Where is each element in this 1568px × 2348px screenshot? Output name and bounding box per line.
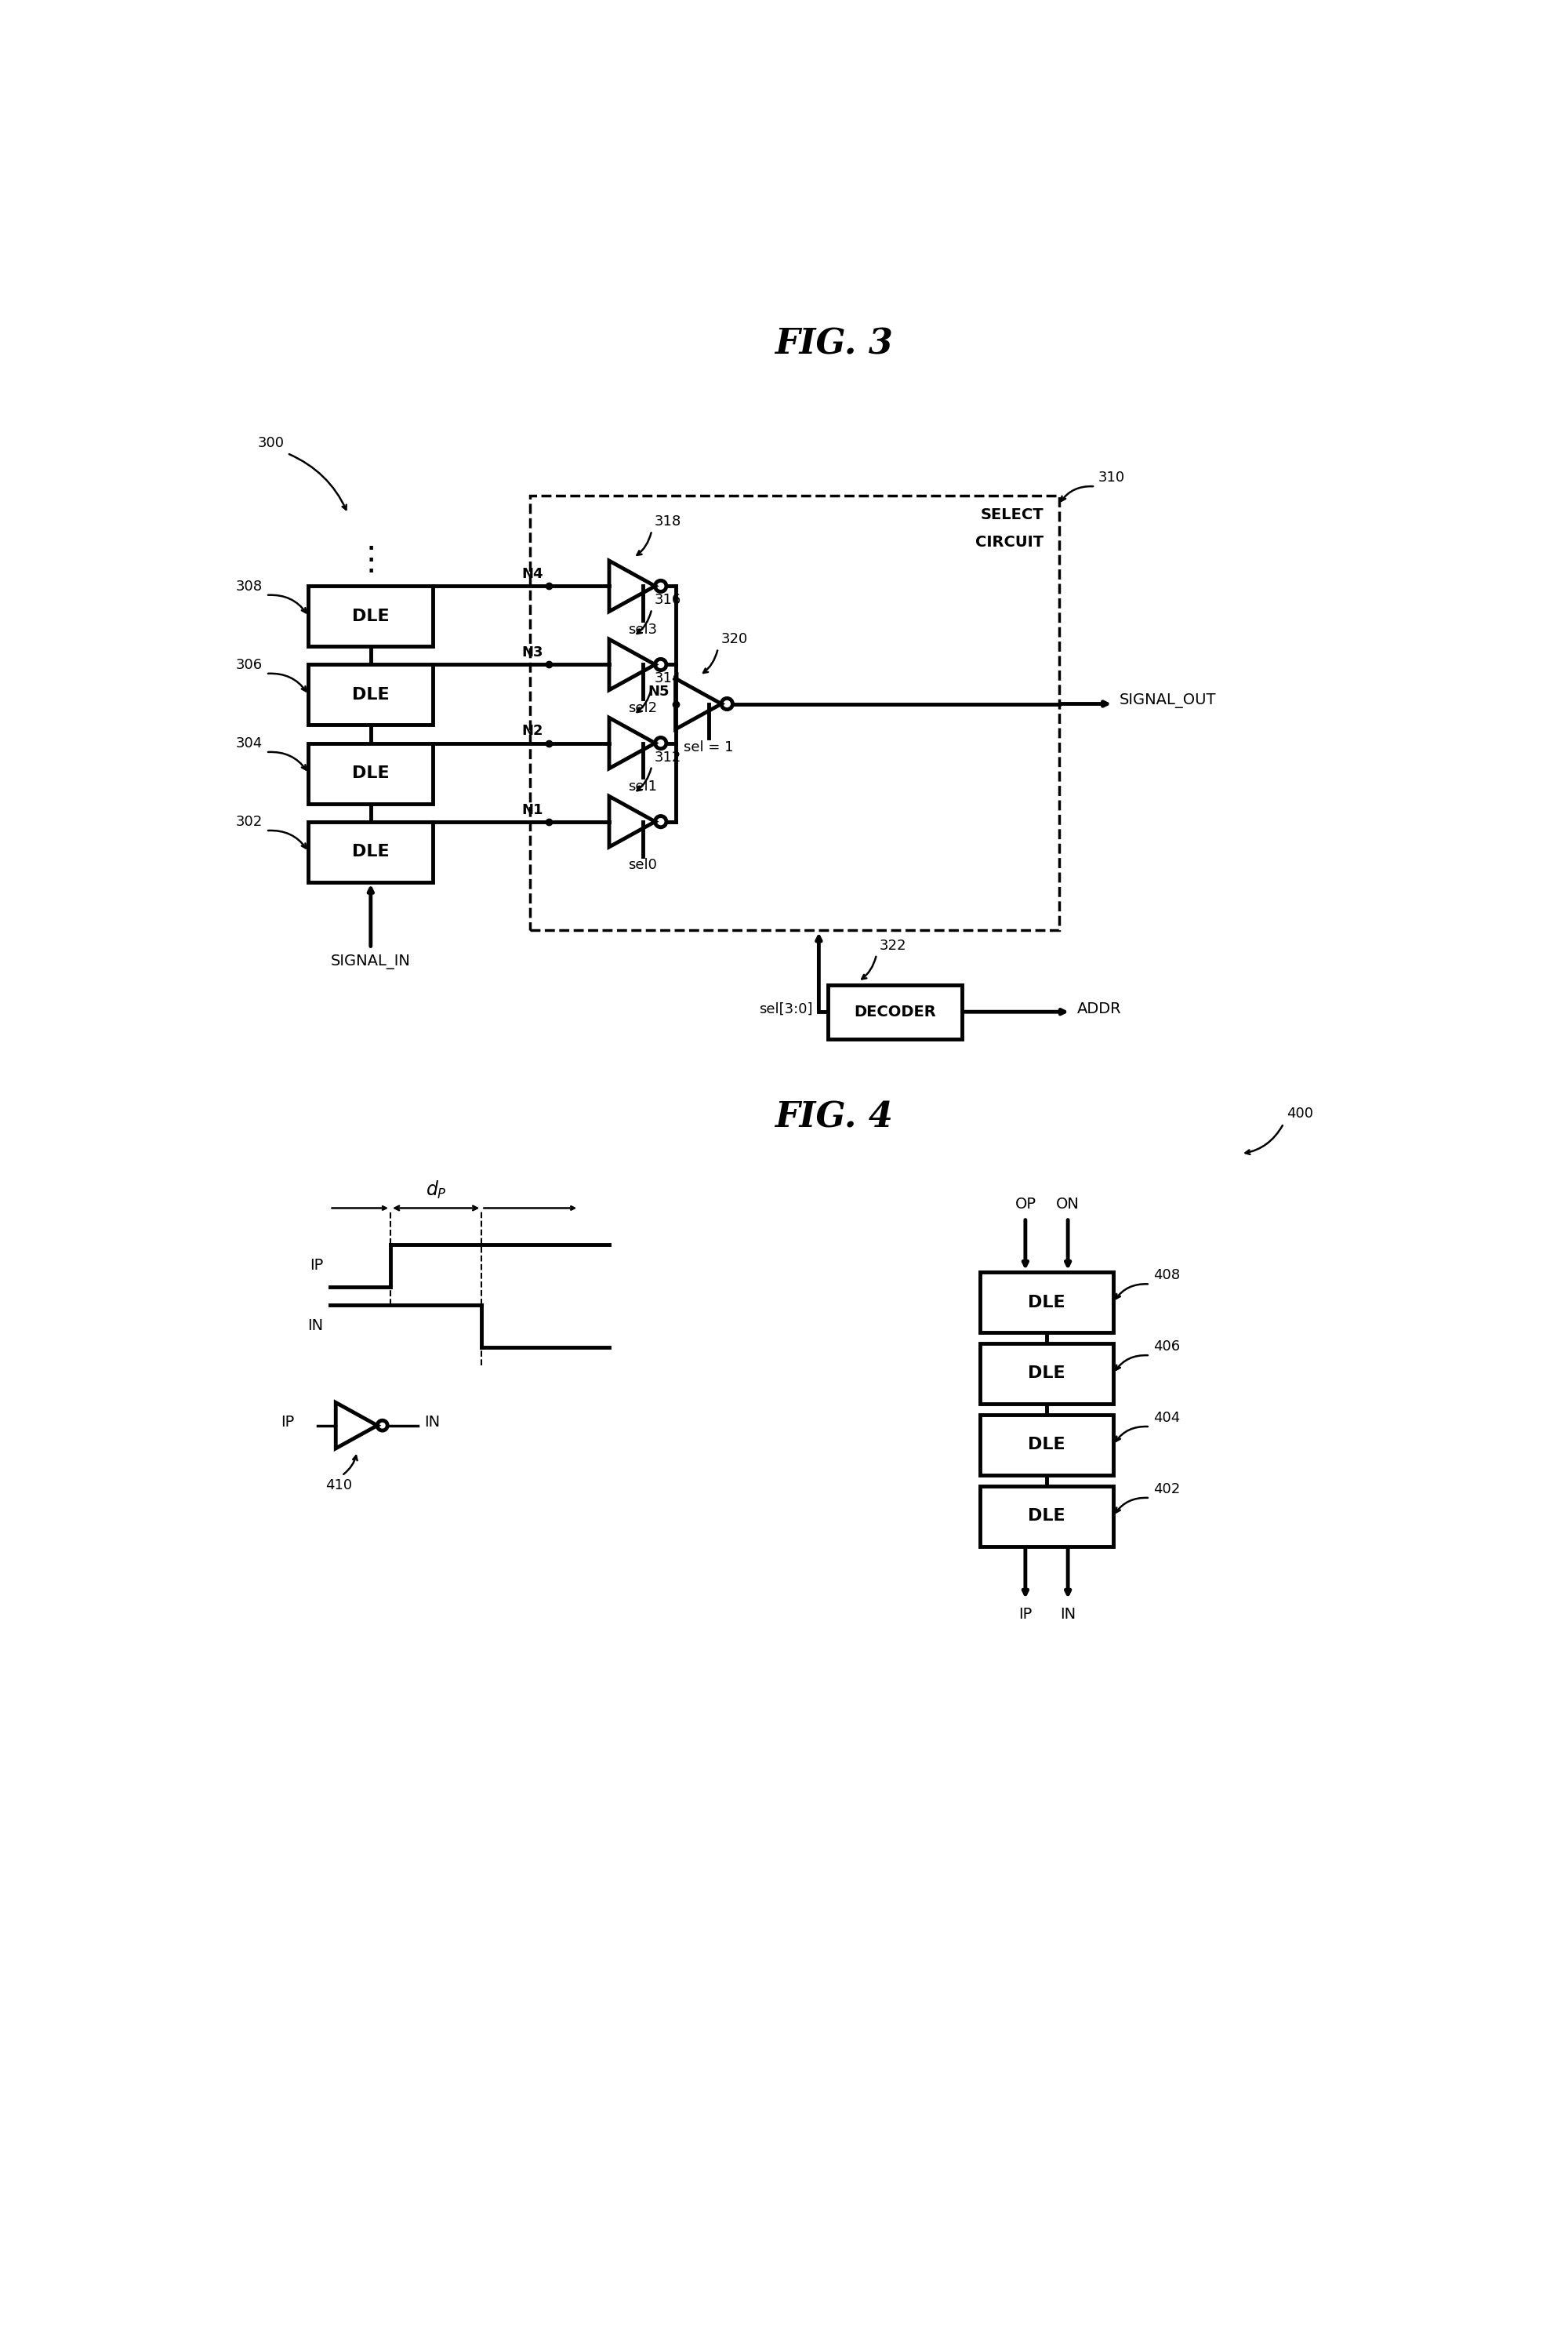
- Text: 320: 320: [721, 632, 748, 646]
- Text: 316: 316: [655, 594, 682, 608]
- Text: ADDR: ADDR: [1077, 1000, 1121, 1017]
- Text: IP: IP: [310, 1259, 323, 1273]
- Text: 408: 408: [1152, 1268, 1179, 1282]
- Bar: [828, 984, 961, 1040]
- Text: sel1: sel1: [629, 780, 657, 794]
- Text: DLE: DLE: [351, 765, 389, 782]
- Bar: [980, 1343, 1113, 1404]
- Text: 300: 300: [257, 437, 284, 451]
- Text: N2: N2: [522, 723, 544, 737]
- Text: N4: N4: [522, 568, 544, 582]
- Text: 318: 318: [655, 514, 682, 528]
- Text: IN: IN: [423, 1416, 439, 1430]
- Text: DLE: DLE: [351, 608, 389, 625]
- Bar: [980, 1486, 1113, 1547]
- Text: IP: IP: [1019, 1606, 1032, 1622]
- Text: sel[3:0]: sel[3:0]: [759, 1003, 812, 1017]
- Text: 406: 406: [1152, 1338, 1179, 1352]
- Text: 314: 314: [655, 672, 682, 686]
- Text: DLE: DLE: [351, 843, 389, 859]
- Text: sel2: sel2: [629, 700, 657, 714]
- Text: sel0: sel0: [629, 857, 657, 871]
- Bar: [309, 587, 433, 646]
- Text: sel3: sel3: [629, 622, 657, 636]
- Text: 312: 312: [655, 749, 682, 763]
- Text: ON: ON: [1057, 1197, 1080, 1212]
- Text: OP: OP: [1014, 1197, 1036, 1212]
- Text: DLE: DLE: [1029, 1507, 1065, 1524]
- Text: DLE: DLE: [1029, 1294, 1065, 1310]
- Text: 400: 400: [1287, 1106, 1314, 1120]
- Text: sel = 1: sel = 1: [684, 740, 734, 754]
- Text: 402: 402: [1152, 1482, 1179, 1496]
- Text: SELECT: SELECT: [980, 507, 1044, 524]
- Bar: [980, 1413, 1113, 1475]
- Text: IN: IN: [1060, 1606, 1076, 1622]
- Text: 404: 404: [1152, 1411, 1179, 1425]
- Text: 306: 306: [237, 657, 263, 672]
- Text: ·
·
·: · · ·: [367, 540, 375, 582]
- Bar: [980, 1273, 1113, 1331]
- Text: 410: 410: [326, 1479, 353, 1493]
- Text: DLE: DLE: [1029, 1437, 1065, 1453]
- Text: IP: IP: [281, 1416, 295, 1430]
- Bar: [309, 742, 433, 803]
- Text: $d_P$: $d_P$: [425, 1179, 447, 1200]
- Text: SIGNAL_IN: SIGNAL_IN: [331, 953, 411, 970]
- Text: 322: 322: [880, 939, 906, 953]
- Bar: [309, 822, 433, 883]
- Text: IN: IN: [307, 1317, 323, 1334]
- Text: 304: 304: [235, 737, 263, 751]
- Text: FIG. 3: FIG. 3: [775, 329, 894, 362]
- Bar: [309, 664, 433, 726]
- Text: 310: 310: [1098, 470, 1126, 484]
- Text: 308: 308: [237, 580, 263, 594]
- Text: FIG. 4: FIG. 4: [775, 1101, 894, 1134]
- Bar: [530, 495, 1058, 930]
- Text: N5: N5: [648, 686, 670, 700]
- Text: N3: N3: [522, 646, 544, 660]
- Text: DECODER: DECODER: [853, 1005, 936, 1019]
- Text: SIGNAL_OUT: SIGNAL_OUT: [1120, 693, 1217, 709]
- Text: N1: N1: [522, 803, 544, 817]
- Text: DLE: DLE: [1029, 1367, 1065, 1381]
- Text: 302: 302: [235, 815, 263, 829]
- Text: CIRCUIT: CIRCUIT: [975, 535, 1044, 549]
- Text: DLE: DLE: [351, 688, 389, 702]
